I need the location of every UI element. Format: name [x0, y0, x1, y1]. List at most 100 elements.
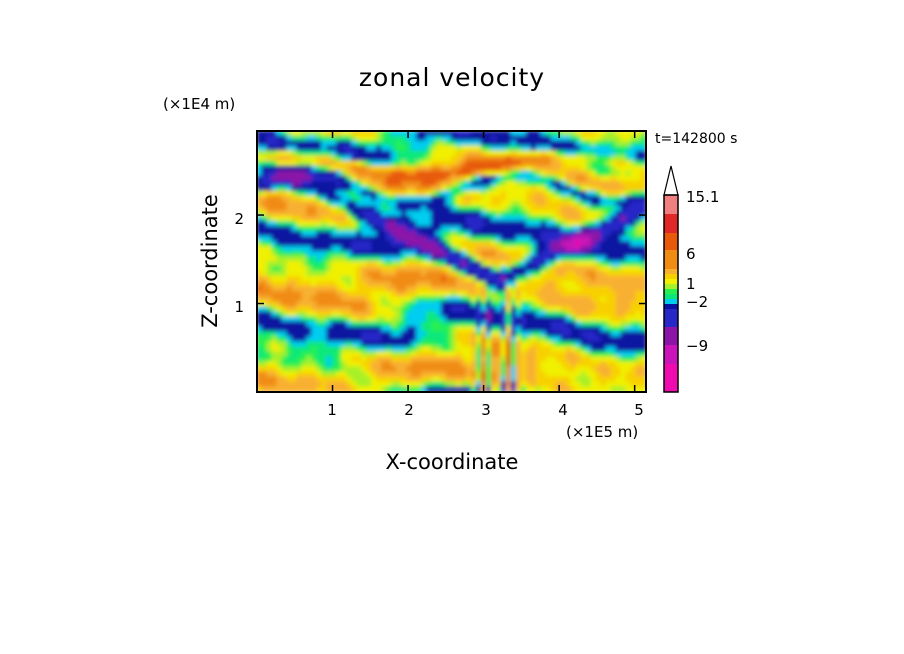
field-cell [455, 180, 463, 187]
field-cell [600, 225, 607, 233]
field-cell [431, 190, 438, 197]
field-cell [436, 135, 443, 142]
field-cell [615, 371, 622, 378]
field-cell [630, 250, 637, 258]
field-cell [575, 135, 582, 142]
field-cell [505, 135, 513, 142]
field-cell [455, 296, 463, 303]
field-cell [346, 165, 353, 172]
field-cell [361, 356, 368, 363]
field-cell [406, 266, 413, 273]
field-cell [316, 155, 323, 162]
field-cell [555, 276, 562, 283]
field-cell [386, 346, 393, 353]
field-cell [371, 361, 378, 368]
field-cell [391, 376, 398, 383]
field-cell [620, 145, 627, 152]
field-cell [540, 296, 547, 303]
field-cell [351, 135, 358, 142]
field-cell [341, 381, 348, 388]
field-cell [296, 326, 303, 333]
field-cell [311, 361, 318, 368]
field-cell [431, 381, 438, 388]
field-cell [366, 210, 373, 218]
field-cell [565, 316, 572, 323]
field-cell [286, 281, 293, 288]
field-cell [316, 225, 323, 233]
field-cell [505, 170, 513, 177]
field-cell [550, 316, 557, 323]
colorbar-segment [664, 233, 678, 250]
field-cell [500, 281, 508, 288]
field-cell [291, 296, 298, 303]
field-cell [625, 170, 632, 177]
field-cell [510, 261, 518, 268]
field-cell [595, 266, 602, 273]
field-cell [545, 245, 552, 253]
field-cell [336, 245, 343, 253]
field-cell [261, 200, 268, 207]
field-cell [570, 261, 577, 268]
field-cell [600, 255, 607, 263]
field-cell [346, 331, 353, 338]
field-cell [291, 245, 298, 253]
field-cell [510, 336, 518, 343]
field-cell [376, 341, 383, 348]
field-cell [257, 195, 263, 202]
colorbar-segment [664, 214, 678, 233]
field-cell [525, 245, 532, 253]
field-cell [640, 281, 646, 288]
field-cell [505, 266, 513, 273]
field-cell [605, 386, 612, 392]
field-cell [326, 245, 333, 253]
field-cell [361, 220, 368, 228]
field-cell [281, 250, 288, 258]
field-cell [465, 150, 473, 157]
field-cell [580, 366, 587, 373]
field-cell [605, 155, 612, 162]
field-cell [421, 286, 428, 293]
field-cell [550, 200, 557, 207]
field-cell [490, 361, 498, 368]
field-cell [540, 336, 547, 343]
field-cell [366, 316, 373, 323]
field-cell [580, 131, 587, 137]
field-cell [316, 271, 323, 278]
field-cell [605, 336, 612, 343]
field-cell [465, 276, 473, 283]
field-cell [286, 311, 293, 318]
field-cell [500, 175, 508, 182]
field-cell [401, 326, 408, 333]
field-cell [465, 180, 473, 187]
field-cell [595, 341, 602, 348]
field-cell [520, 220, 528, 228]
field-cell [341, 155, 348, 162]
field-cell [620, 381, 627, 388]
field-cell [291, 180, 298, 187]
field-cell [421, 175, 428, 182]
field-cell [261, 321, 268, 328]
field-cell [326, 165, 333, 172]
field-cell [550, 230, 557, 238]
field-cell [441, 291, 448, 298]
field-cell [311, 381, 318, 388]
field-cell [296, 376, 303, 383]
field-cell [321, 386, 328, 392]
field-cell [560, 165, 567, 172]
field-cell [416, 180, 423, 187]
field-cell [336, 351, 343, 358]
field-cell [356, 286, 363, 293]
field-cell [406, 356, 413, 363]
field-cell [535, 255, 542, 263]
field-cell [386, 361, 393, 368]
field-cell [485, 296, 493, 303]
field-cell [635, 366, 642, 373]
field-cell [386, 205, 393, 213]
field-cell [361, 281, 368, 288]
field-cell [391, 145, 398, 152]
field-cell [331, 366, 338, 373]
field-cell [306, 331, 313, 338]
field-cell [281, 316, 288, 323]
field-cell [376, 140, 383, 147]
field-cell [620, 266, 627, 273]
